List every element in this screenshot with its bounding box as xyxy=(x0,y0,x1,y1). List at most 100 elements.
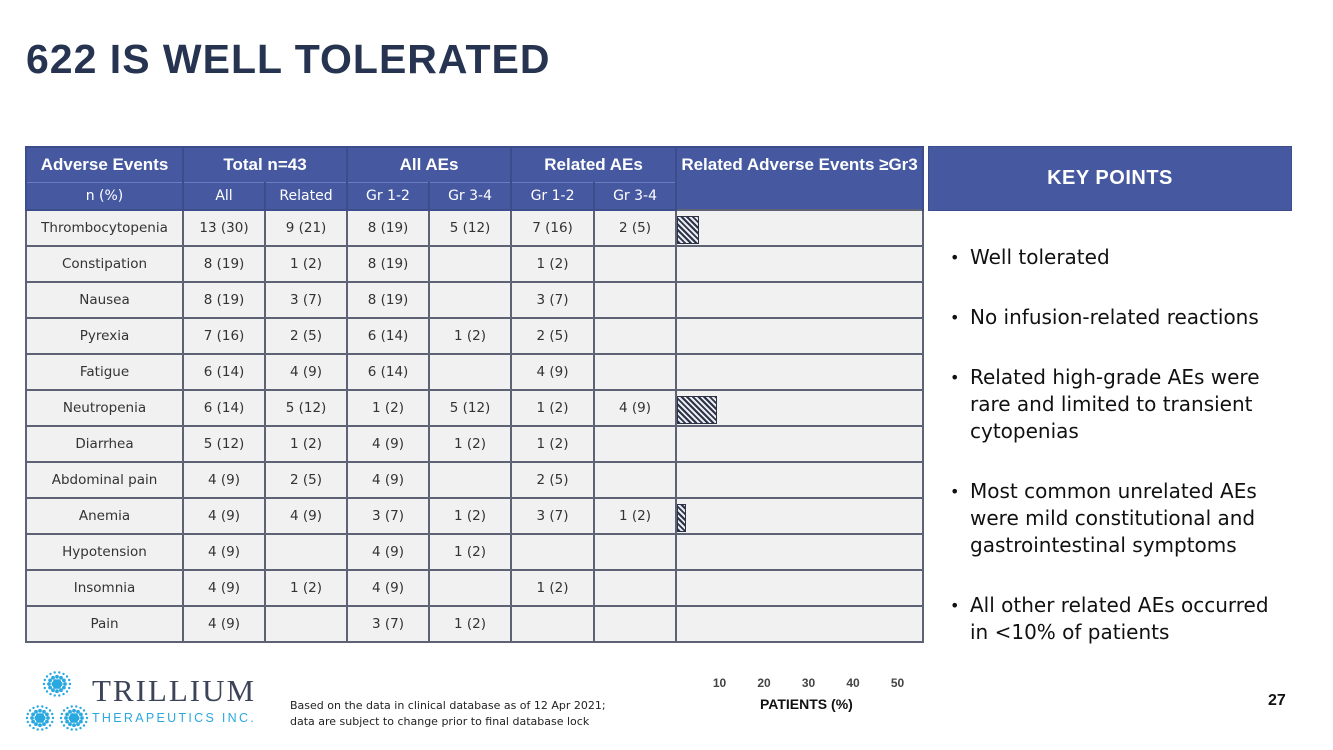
subheader-rel-gr34: Gr 3-4 xyxy=(593,182,678,211)
logo-dot xyxy=(49,672,52,676)
logo-dot xyxy=(72,708,76,713)
logo-dot xyxy=(82,709,86,712)
cell-event: Anemia xyxy=(25,497,184,535)
cell-rel-gr34 xyxy=(593,605,678,643)
logo-dot xyxy=(59,688,63,693)
logo-dot xyxy=(85,720,88,724)
key-point: All other related AEs occurred in <10% o… xyxy=(950,592,1290,646)
logo-dot xyxy=(76,722,80,727)
logo-dot xyxy=(58,694,61,697)
cell-total-related xyxy=(263,533,349,571)
logo-dot xyxy=(53,680,61,688)
cell-rel-gr12: 7 (16) xyxy=(510,209,596,247)
logo-dot xyxy=(36,705,39,708)
cell-total-all: 7 (16) xyxy=(182,317,266,355)
logo-dot xyxy=(31,712,35,717)
key-point: Well tolerated xyxy=(950,244,1290,271)
cell-event: Fatigue xyxy=(25,353,184,391)
cell-rel-gr34 xyxy=(593,245,678,283)
logo-dot xyxy=(42,709,46,714)
logo-dot xyxy=(75,728,78,731)
cell-rel-gr12: 1 (2) xyxy=(510,569,596,607)
logo-dot xyxy=(26,720,29,724)
footnote: Based on the data in clinical database a… xyxy=(290,698,606,730)
cell-all-gr34: 1 (2) xyxy=(428,533,513,571)
logo-dot xyxy=(62,685,66,690)
key-points-list: Well tolerated No infusion-related react… xyxy=(950,244,1290,679)
cell-all-gr34: 1 (2) xyxy=(428,605,513,643)
cell-all-gr12: 6 (14) xyxy=(346,317,431,355)
logo-dot xyxy=(62,672,65,676)
cell-bar xyxy=(675,245,925,283)
header-total: Total n=43 xyxy=(181,146,349,183)
logo-dot xyxy=(79,712,83,717)
table-row: Constipation 8 (19) 1 (2) 8 (19) 1 (2) xyxy=(25,245,925,283)
cell-all-gr34 xyxy=(428,281,513,319)
cell-all-gr34: 1 (2) xyxy=(428,425,513,463)
key-point: Most common unrelated AEs were mild cons… xyxy=(950,478,1290,559)
cell-rel-gr12: 3 (7) xyxy=(510,281,596,319)
logo-dot xyxy=(62,709,66,712)
cell-total-related: 1 (2) xyxy=(263,569,349,607)
cell-all-gr12: 6 (14) xyxy=(346,353,431,391)
logo-dot xyxy=(32,726,35,730)
cell-all-gr34 xyxy=(428,353,513,391)
cell-rel-gr34 xyxy=(593,425,678,463)
cell-bar xyxy=(675,569,925,607)
logo-dot xyxy=(36,728,39,731)
cell-total-all: 6 (14) xyxy=(182,353,266,391)
logo-dot xyxy=(25,716,29,720)
logo-dot xyxy=(85,712,88,716)
logo-dot xyxy=(26,712,29,716)
logo-dot xyxy=(34,709,38,714)
cell-total-all: 5 (12) xyxy=(182,425,266,463)
logo-dot xyxy=(42,722,46,727)
logo-dot xyxy=(48,709,52,712)
cell-total-related: 4 (9) xyxy=(263,497,349,535)
logo-dot xyxy=(80,716,84,720)
cell-bar xyxy=(675,317,925,355)
cell-rel-gr34 xyxy=(593,461,678,499)
cell-all-gr12: 4 (9) xyxy=(346,569,431,607)
logo-dot xyxy=(65,690,69,693)
logo-dot xyxy=(70,705,73,708)
logo-dot xyxy=(51,720,54,724)
logo-dot xyxy=(47,682,51,686)
logo-dot xyxy=(65,675,69,678)
table-row: Pain 4 (9) 3 (7) 1 (2) xyxy=(25,605,925,643)
subheader-total-all: All xyxy=(182,182,266,211)
logo-dot xyxy=(62,724,66,727)
cell-total-all: 4 (9) xyxy=(182,605,266,643)
subheader-rel-gr12: Gr 1-2 xyxy=(510,182,596,211)
cell-all-gr34: 5 (12) xyxy=(428,389,513,427)
x-tick-label: 20 xyxy=(757,676,771,690)
logo-dot xyxy=(85,716,89,720)
cell-total-all: 4 (9) xyxy=(182,533,266,571)
cell-all-gr12: 1 (2) xyxy=(346,389,431,427)
cell-bar xyxy=(675,353,925,391)
logo-dot xyxy=(58,671,61,674)
logo-dot xyxy=(79,706,82,710)
logo-dot xyxy=(55,689,59,694)
cell-total-all: 13 (30) xyxy=(182,209,266,247)
logo-dot xyxy=(68,686,71,690)
cell-event: Constipation xyxy=(25,245,184,283)
slide-title: 622 IS WELL TOLERATED xyxy=(26,36,551,82)
cell-rel-gr12: 3 (7) xyxy=(510,497,596,535)
cell-rel-gr34 xyxy=(593,281,678,319)
logo-dot xyxy=(43,686,46,690)
cell-total-related: 1 (2) xyxy=(263,425,349,463)
cell-event: Insomnia xyxy=(25,569,184,607)
cell-total-all: 4 (9) xyxy=(182,569,266,607)
cell-all-gr12: 8 (19) xyxy=(346,281,431,319)
logo-dot xyxy=(64,716,68,720)
group-header-row: Adverse Events Total n=43 All AEs Relate… xyxy=(25,146,925,211)
cell-event: Pyrexia xyxy=(25,317,184,355)
subheader-all-gr12: Gr 1-2 xyxy=(346,182,431,211)
cell-total-all: 4 (9) xyxy=(182,497,266,535)
logo-subtitle: THERAPEUTICS INC. xyxy=(92,711,257,725)
logo-dot xyxy=(48,724,52,727)
logo-dot xyxy=(38,708,42,713)
table-row: Thrombocytopenia 13 (30) 9 (21) 8 (19) 5 (12… xyxy=(25,209,925,247)
table-row: Abdominal pain 4 (9) 2 (5) 4 (9) 2 (5) xyxy=(25,461,925,499)
